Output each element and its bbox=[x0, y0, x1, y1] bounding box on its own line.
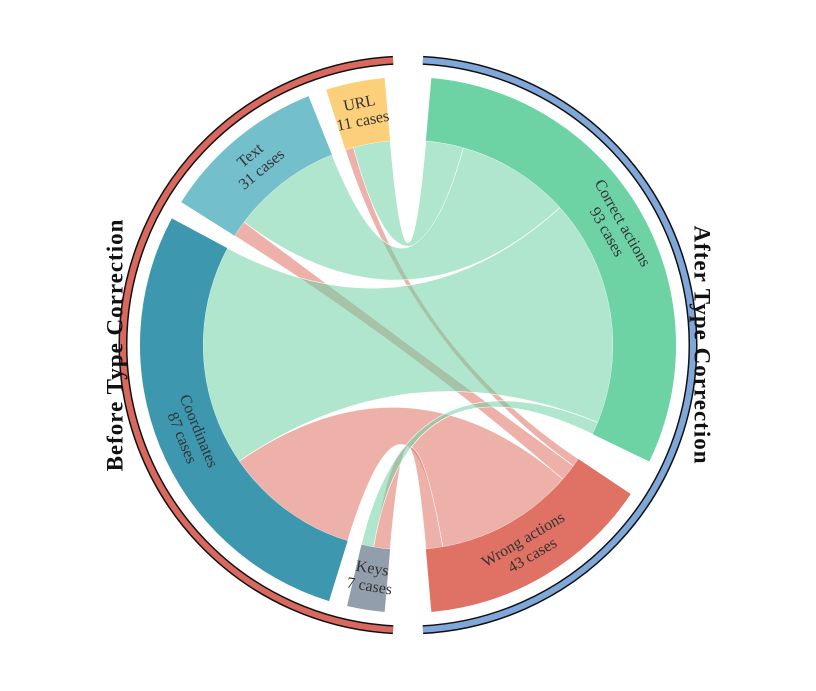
sources-arc bbox=[326, 78, 391, 150]
sources-arc bbox=[139, 218, 348, 602]
targets-arc bbox=[425, 78, 677, 462]
sources-arc bbox=[347, 544, 391, 612]
targets-arc bbox=[425, 458, 631, 612]
ribbon bbox=[202, 207, 614, 462]
right-bracket bbox=[422, 57, 697, 633]
group-name: Keys bbox=[355, 558, 390, 580]
left-title: Before Type Correction bbox=[102, 219, 127, 472]
ribbon bbox=[361, 400, 599, 548]
right-title: After Type Correction bbox=[690, 225, 715, 464]
left-bracket bbox=[119, 57, 394, 633]
sources-arc bbox=[181, 96, 332, 236]
group-name: URL bbox=[342, 92, 377, 115]
